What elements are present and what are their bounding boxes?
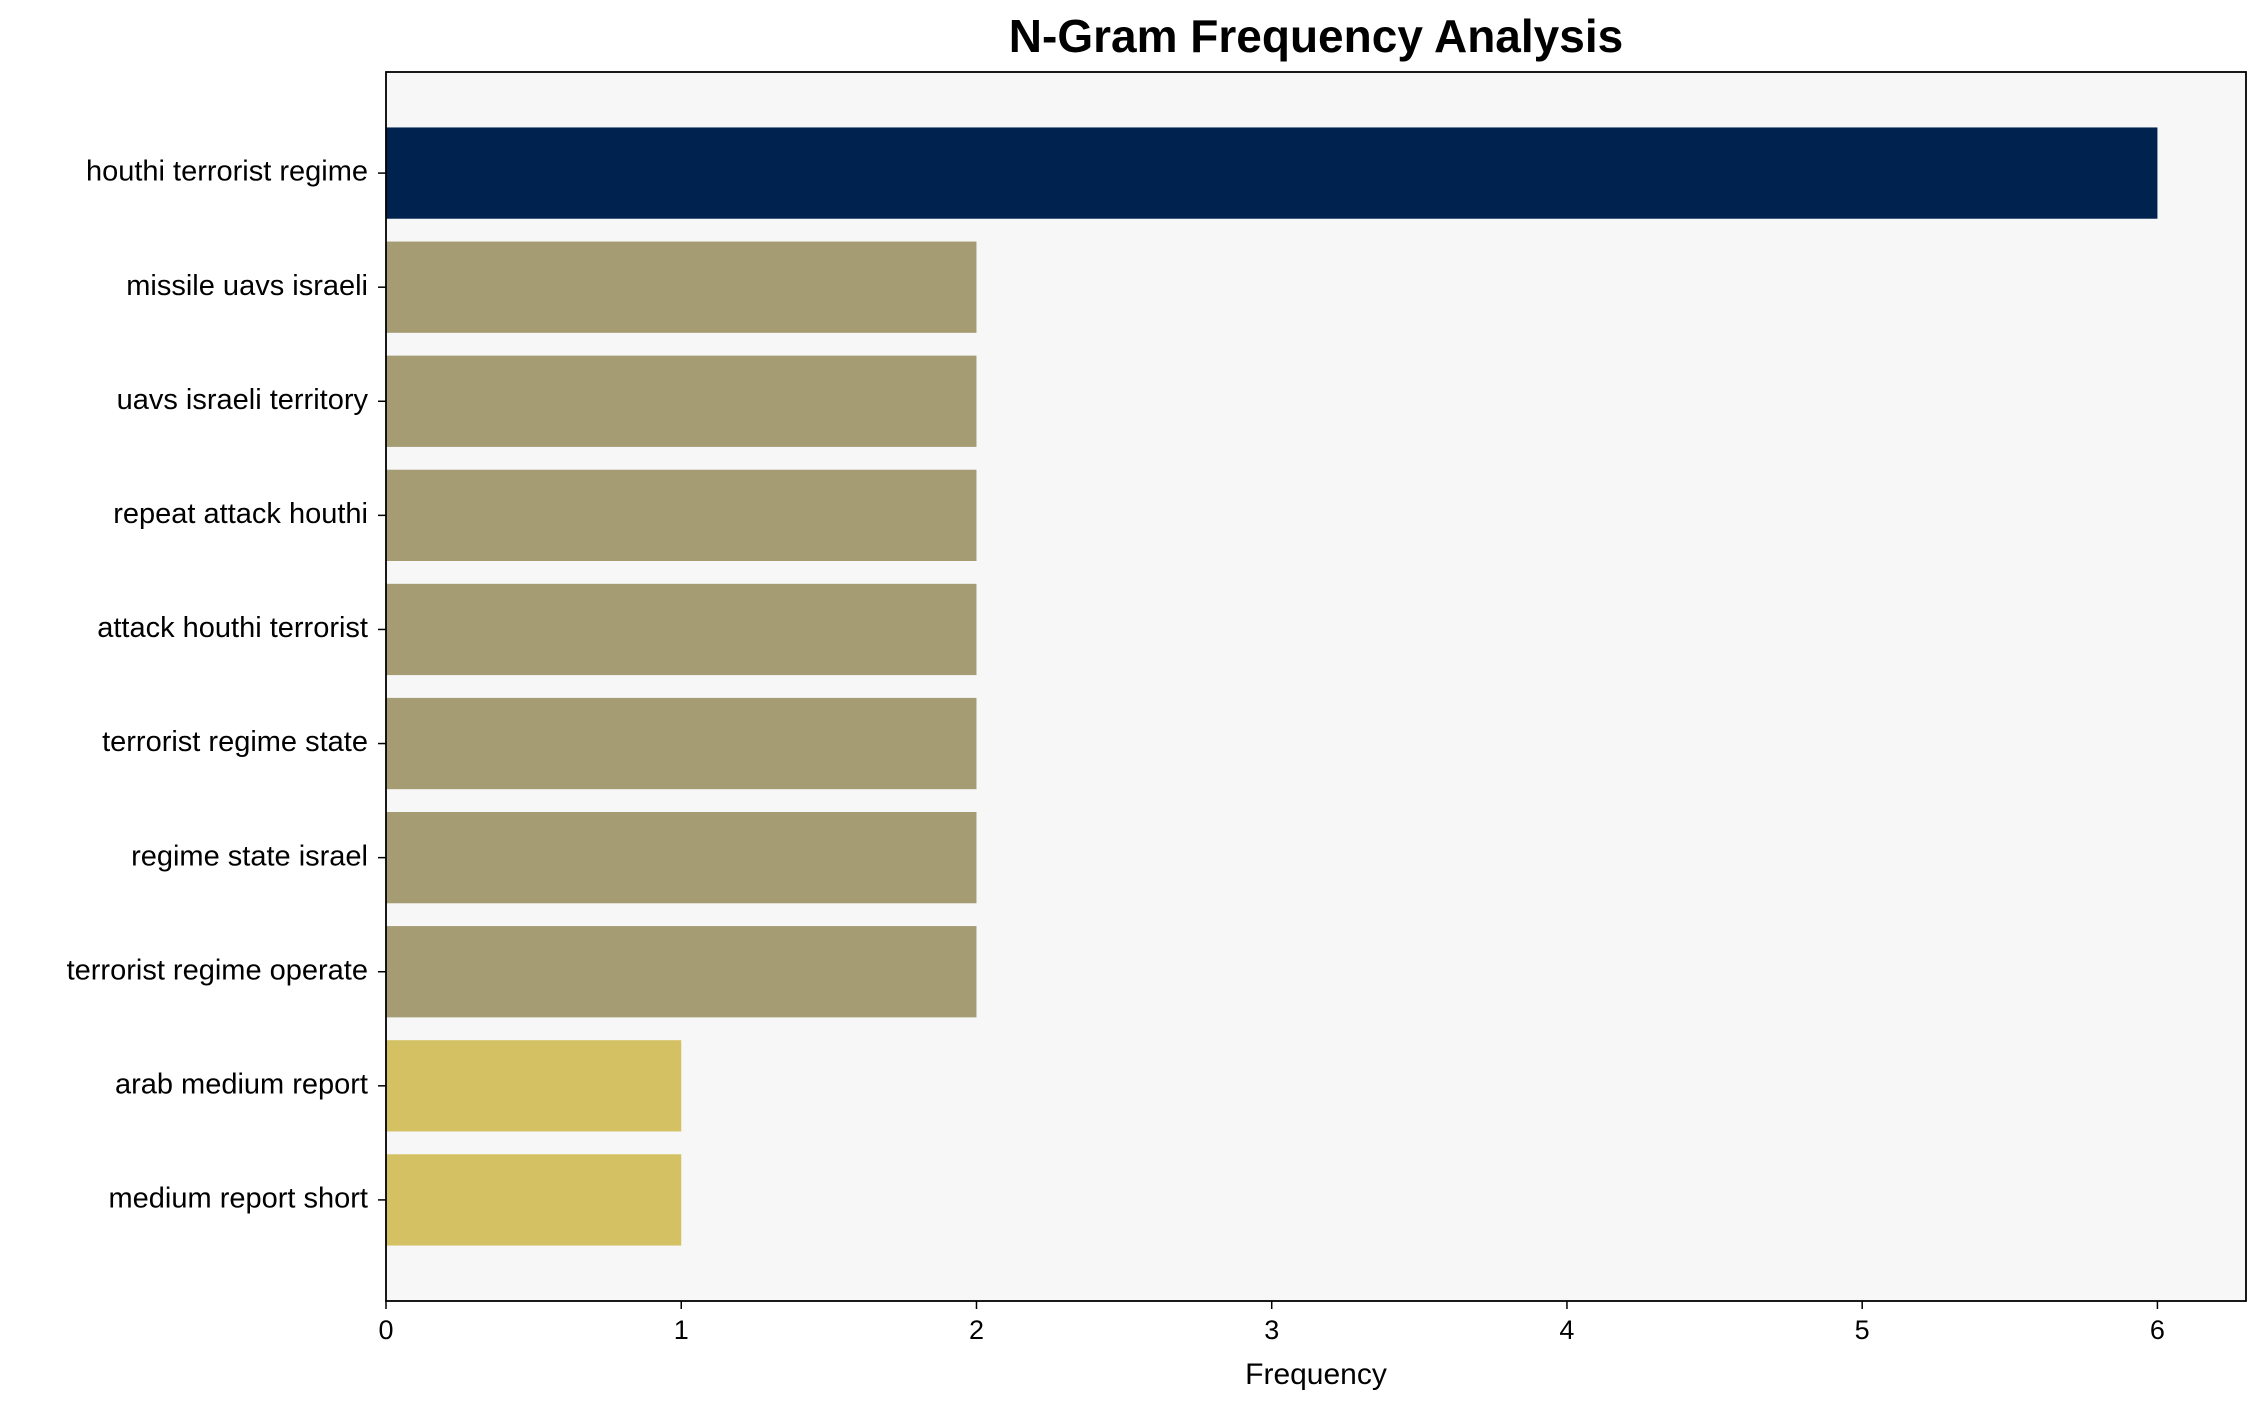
y-tick-label: arab medium report: [115, 1068, 368, 1100]
y-tick-label: terrorist regime operate: [67, 954, 368, 986]
x-tick-label: 3: [1264, 1315, 1279, 1345]
bar: [386, 812, 977, 904]
plot-frame: [385, 71, 2247, 1302]
y-tick-label: attack houthi terrorist: [97, 612, 368, 644]
x-tick-label: 2: [969, 1315, 984, 1345]
y-tick-label: missile uavs israeli: [126, 270, 368, 302]
x-tick-label: 5: [1855, 1315, 1870, 1345]
bar: [386, 127, 2158, 219]
y-tick-label: terrorist regime state: [102, 726, 368, 758]
y-tick-label: regime state israel: [131, 840, 368, 872]
y-tick-label: medium report short: [109, 1183, 369, 1215]
y-tick-label: uavs israeli territory: [117, 384, 369, 416]
bar: [386, 583, 977, 676]
bar: [386, 1154, 682, 1246]
chart-title: N-Gram Frequency Analysis: [1009, 10, 1623, 62]
bar: [386, 697, 977, 790]
bar: [386, 355, 977, 447]
y-tick-label: repeat attack houthi: [113, 498, 368, 530]
x-tick-label: 1: [674, 1315, 689, 1345]
x-tick-label: 0: [378, 1315, 393, 1345]
bar: [386, 241, 977, 333]
bar: [386, 926, 977, 1018]
bar: [386, 1040, 682, 1132]
x-tick-label: 4: [1559, 1315, 1574, 1345]
x-tick-label: 6: [2150, 1315, 2165, 1345]
y-tick-label: houthi terrorist regime: [86, 156, 368, 188]
bar: [386, 469, 977, 561]
x-axis-label: Frequency: [1245, 1358, 1387, 1391]
